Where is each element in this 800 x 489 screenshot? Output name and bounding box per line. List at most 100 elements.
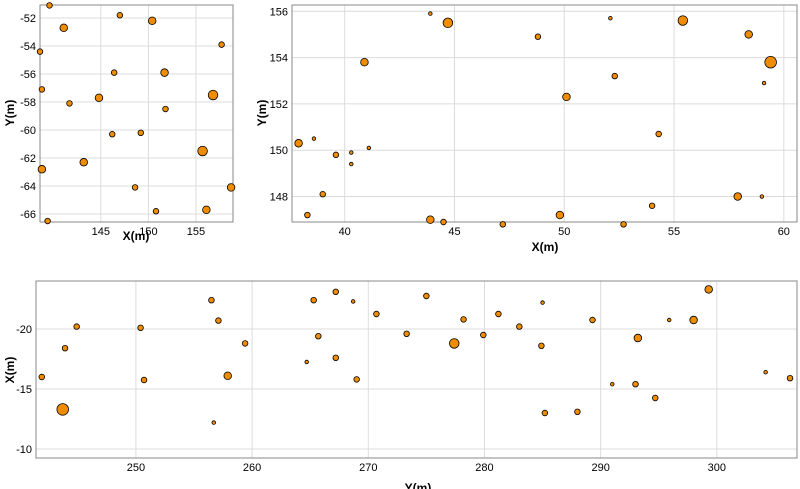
scatter-point bbox=[428, 11, 433, 16]
y-tick-label: 148 bbox=[270, 192, 288, 204]
scatter-point bbox=[116, 12, 124, 19]
scatter-point bbox=[449, 338, 460, 349]
x-tick-label: 300 bbox=[708, 462, 726, 474]
scatter-point bbox=[332, 354, 339, 361]
scatter-point bbox=[211, 420, 216, 425]
scatter-point bbox=[759, 194, 765, 199]
scatter-point bbox=[633, 333, 643, 343]
scatter-point bbox=[349, 150, 354, 155]
x-tick-label: 250 bbox=[127, 462, 145, 474]
x-axis-label: Y(m) bbox=[405, 481, 432, 489]
scatter-point bbox=[315, 333, 322, 340]
y-tick-label: -58 bbox=[20, 97, 36, 109]
scatter-point bbox=[666, 317, 672, 323]
plot-area bbox=[36, 281, 797, 458]
scatter-point bbox=[44, 217, 51, 225]
scatter-point bbox=[37, 165, 47, 174]
scatter-point bbox=[332, 288, 339, 295]
scatter-point bbox=[38, 86, 46, 93]
scatter-point bbox=[202, 205, 211, 215]
y-tick-label: -54 bbox=[20, 41, 36, 53]
scatter-point bbox=[332, 151, 340, 159]
scatter-point bbox=[516, 323, 523, 330]
scatter-point bbox=[733, 192, 742, 201]
scatter-point bbox=[59, 23, 68, 33]
scatter-point bbox=[744, 30, 753, 39]
scatter-point bbox=[152, 208, 160, 215]
scatter-point bbox=[373, 310, 380, 318]
y-tick-label: -64 bbox=[20, 181, 36, 193]
scatter-point bbox=[620, 221, 627, 228]
x-tick-label: 290 bbox=[591, 462, 609, 474]
y-tick-label: -52 bbox=[20, 13, 36, 25]
scatter-point bbox=[460, 316, 467, 323]
scatter-point bbox=[704, 285, 713, 294]
scatter-point bbox=[632, 381, 639, 388]
scatter-point bbox=[137, 324, 144, 331]
scatter-point bbox=[66, 100, 73, 107]
scatter-point bbox=[350, 299, 356, 304]
x-tick-label: 45 bbox=[448, 226, 460, 238]
scatter-point bbox=[223, 371, 232, 380]
scatter-point bbox=[648, 202, 656, 209]
scatter-point bbox=[160, 68, 169, 77]
scatter-point bbox=[304, 211, 311, 219]
scatter-point bbox=[304, 359, 309, 365]
y-tick-label: -66 bbox=[20, 209, 36, 221]
scatter-point bbox=[426, 215, 435, 224]
x-tick-label: 50 bbox=[558, 226, 570, 238]
y-tick-label: 154 bbox=[270, 53, 288, 65]
x-axis-label: X(m) bbox=[532, 240, 559, 254]
scatter-point bbox=[56, 403, 69, 416]
scatter-point bbox=[360, 58, 369, 67]
scatter-point bbox=[440, 218, 447, 226]
scatter-point bbox=[689, 315, 698, 325]
scatter-point bbox=[608, 16, 613, 21]
y-tick-label: -62 bbox=[20, 153, 36, 165]
scatter-point bbox=[366, 145, 372, 151]
y-tick-label: 150 bbox=[270, 145, 288, 157]
scatter-point bbox=[61, 345, 69, 352]
plot-frame bbox=[39, 4, 234, 223]
scatter-point bbox=[140, 376, 148, 384]
scatter-point bbox=[589, 316, 596, 324]
scatter-point bbox=[241, 340, 249, 347]
x-axis-label: X(m) bbox=[123, 229, 150, 243]
scatter-point bbox=[403, 330, 410, 337]
scatter-point bbox=[226, 183, 236, 192]
scatter-point bbox=[538, 342, 545, 349]
scatter-point bbox=[46, 2, 53, 9]
scatter-point bbox=[137, 129, 144, 137]
y-axis-label: Y(m) bbox=[255, 100, 269, 127]
scatter-point bbox=[763, 370, 768, 375]
scatter-point bbox=[764, 56, 777, 69]
scatter-point bbox=[499, 221, 506, 228]
y-tick-label: -15 bbox=[16, 384, 32, 396]
scatter-point bbox=[353, 376, 360, 383]
scatter-point bbox=[110, 69, 118, 76]
scatter-point bbox=[610, 382, 615, 387]
scatter-point bbox=[109, 131, 116, 138]
x-tick-label: 145 bbox=[92, 226, 110, 238]
x-tick-label: 280 bbox=[475, 462, 493, 474]
y-tick-label: -56 bbox=[20, 69, 36, 81]
scatter-point bbox=[207, 89, 219, 101]
scatter-point bbox=[761, 80, 767, 86]
scatter-point bbox=[534, 33, 542, 40]
scatter-point bbox=[79, 158, 88, 167]
y-tick-label: -20 bbox=[16, 324, 32, 336]
scatter-point bbox=[677, 15, 689, 26]
scatter-point bbox=[310, 297, 317, 304]
x-tick-label: 155 bbox=[187, 226, 205, 238]
x-tick-label: 55 bbox=[668, 226, 680, 238]
scatter-point bbox=[495, 310, 502, 318]
scatter-point bbox=[540, 300, 545, 305]
scatter-point bbox=[38, 373, 46, 381]
y-tick-label: 156 bbox=[270, 6, 288, 18]
scatter-point bbox=[162, 105, 169, 113]
y-tick-label: -10 bbox=[16, 444, 32, 456]
x-tick-label: 60 bbox=[778, 226, 790, 238]
scatter-point bbox=[319, 191, 326, 198]
scatter-point bbox=[131, 184, 139, 191]
